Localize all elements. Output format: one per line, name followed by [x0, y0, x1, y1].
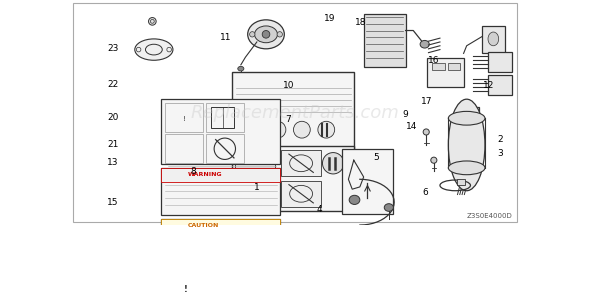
- Bar: [206, 134, 244, 163]
- Ellipse shape: [250, 32, 255, 37]
- Bar: [488, 75, 513, 95]
- Ellipse shape: [254, 26, 277, 43]
- Text: 14: 14: [407, 122, 418, 130]
- Ellipse shape: [420, 40, 430, 48]
- Ellipse shape: [277, 32, 283, 37]
- Text: 7: 7: [286, 115, 291, 124]
- Ellipse shape: [245, 121, 261, 138]
- Text: CAUTION: CAUTION: [188, 223, 219, 228]
- Text: !: !: [183, 116, 186, 122]
- Bar: [232, 73, 354, 153]
- Text: 10: 10: [283, 81, 294, 90]
- Text: WARNING: WARNING: [188, 172, 223, 177]
- Text: 12: 12: [483, 81, 494, 90]
- Text: !: !: [184, 285, 188, 294]
- Bar: [206, 103, 244, 132]
- Text: 5: 5: [373, 153, 379, 162]
- Ellipse shape: [293, 121, 310, 138]
- Ellipse shape: [262, 30, 270, 38]
- Text: 6: 6: [422, 188, 428, 197]
- Text: 13: 13: [107, 158, 119, 167]
- Text: 19: 19: [323, 14, 335, 23]
- Bar: [457, 179, 465, 185]
- Bar: [235, 181, 275, 207]
- Ellipse shape: [135, 39, 173, 60]
- Ellipse shape: [384, 204, 394, 211]
- Text: 3: 3: [497, 149, 503, 158]
- Text: 4: 4: [317, 205, 323, 214]
- Ellipse shape: [318, 121, 335, 138]
- Text: ReplacementParts.com: ReplacementParts.com: [191, 104, 399, 122]
- Bar: [162, 168, 280, 181]
- Bar: [427, 58, 464, 87]
- Bar: [232, 147, 354, 211]
- Bar: [448, 63, 460, 70]
- Bar: [431, 63, 445, 70]
- Bar: [162, 219, 280, 262]
- Bar: [162, 99, 280, 164]
- Bar: [363, 14, 405, 67]
- Text: 20: 20: [107, 112, 119, 122]
- Ellipse shape: [238, 66, 244, 71]
- Text: 18: 18: [355, 18, 366, 27]
- Text: 16: 16: [428, 56, 440, 65]
- Bar: [162, 219, 280, 233]
- Ellipse shape: [269, 121, 286, 138]
- Ellipse shape: [448, 99, 485, 191]
- Text: 8: 8: [191, 167, 196, 176]
- Ellipse shape: [488, 32, 499, 46]
- Text: 1: 1: [254, 183, 260, 192]
- Bar: [457, 107, 479, 160]
- Text: 9: 9: [402, 110, 408, 119]
- Ellipse shape: [448, 112, 485, 125]
- Ellipse shape: [431, 157, 437, 163]
- Text: 11: 11: [219, 33, 231, 42]
- Bar: [165, 134, 204, 163]
- Text: 22: 22: [107, 80, 119, 89]
- Ellipse shape: [149, 17, 156, 25]
- Text: 23: 23: [107, 44, 119, 53]
- Text: 15: 15: [107, 198, 119, 207]
- Bar: [281, 181, 321, 207]
- Ellipse shape: [323, 153, 344, 174]
- Bar: [488, 52, 513, 72]
- Bar: [162, 266, 280, 295]
- Bar: [211, 107, 234, 128]
- Ellipse shape: [448, 161, 485, 175]
- Ellipse shape: [423, 129, 430, 135]
- Text: 17: 17: [421, 97, 432, 106]
- Bar: [281, 150, 321, 176]
- Bar: [162, 168, 280, 215]
- Text: Z3S0E4000D: Z3S0E4000D: [467, 213, 513, 219]
- Bar: [235, 150, 275, 176]
- Bar: [165, 103, 204, 132]
- Text: 2: 2: [497, 135, 503, 144]
- Bar: [342, 149, 394, 214]
- Text: 21: 21: [107, 140, 119, 148]
- Ellipse shape: [349, 195, 360, 204]
- Bar: [482, 26, 505, 53]
- Ellipse shape: [248, 20, 284, 49]
